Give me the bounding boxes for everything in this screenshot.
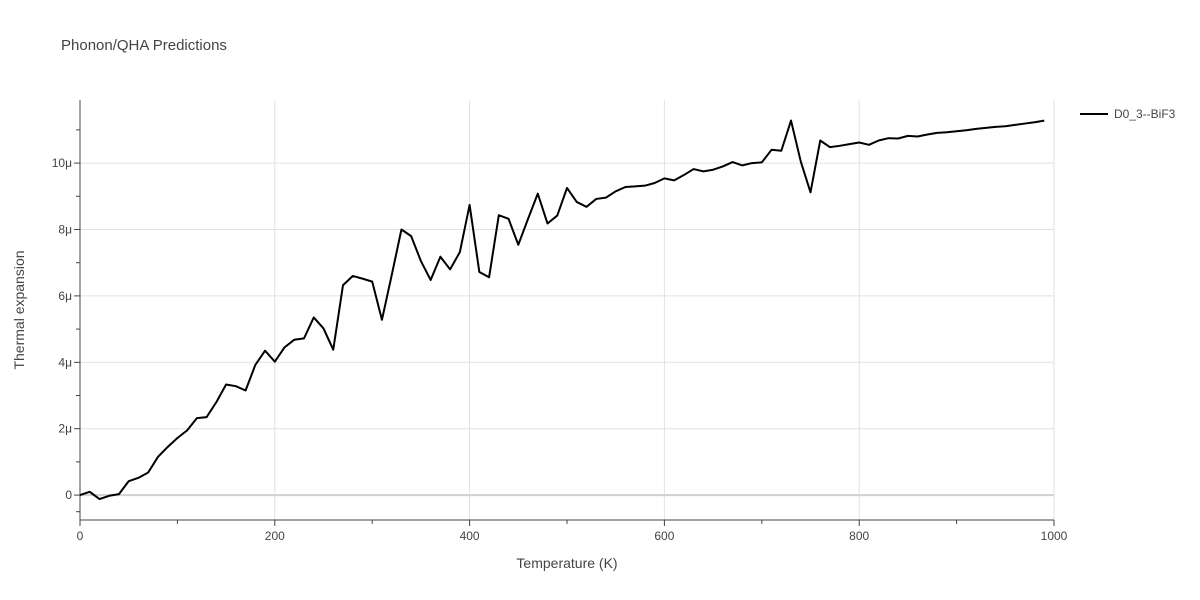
plot-area: [79, 119, 1045, 501]
y-tick-label: 4μ: [58, 355, 72, 369]
y-tick-label: 10μ: [52, 156, 72, 170]
x-tick-label: 800: [849, 529, 869, 543]
series-line-0[interactable]: [79, 119, 1045, 501]
y-tick-label: 2μ: [58, 422, 72, 436]
x-tick-label: 1000: [1041, 529, 1068, 543]
x-tick-label: 600: [654, 529, 674, 543]
y-axis-title: Thermal expansion: [11, 250, 27, 369]
legend-label: D0_3--BiF3: [1114, 107, 1176, 121]
x-tick-label: 400: [460, 529, 480, 543]
y-tick-label: 8μ: [58, 222, 72, 236]
x-tick-label: 200: [265, 529, 285, 543]
x-tick-label: 0: [77, 529, 84, 543]
y-tick-label: 0: [65, 488, 72, 502]
x-axis-title: Temperature (K): [516, 555, 617, 571]
y-tick-label: 6μ: [58, 289, 72, 303]
legend[interactable]: D0_3--BiF3: [1080, 107, 1176, 121]
grid: [80, 100, 1055, 520]
chart-title: Phonon/QHA Predictions: [61, 37, 227, 54]
axes: 0 200 400 600 800 1000 0 2μ 4μ 6μ 8μ 10μ: [52, 100, 1068, 543]
